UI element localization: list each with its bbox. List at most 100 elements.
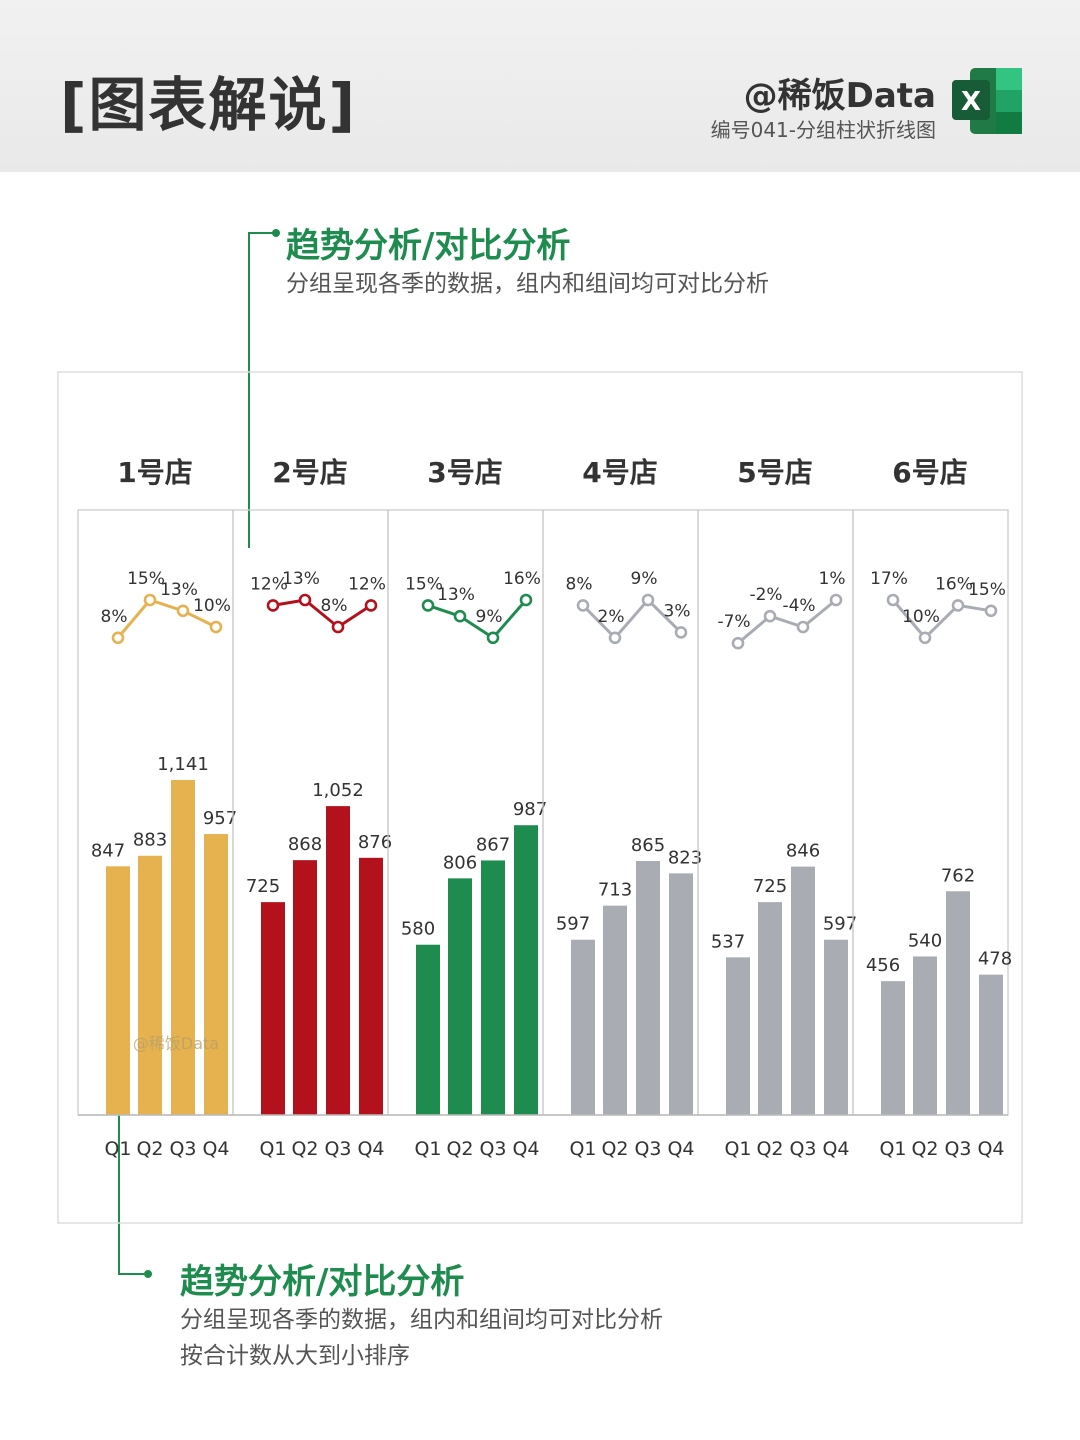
bar-label-store-3-q3: 867	[476, 834, 510, 855]
growth-label-store-1-q2: 15%	[127, 569, 165, 589]
excel-letter: X	[961, 87, 981, 117]
bottom-callout-connector	[118, 1115, 120, 1275]
x-tick-store-6-q3: Q3	[944, 1138, 971, 1160]
bar-store-1-q4	[204, 834, 228, 1115]
growth-point-store-4-q3	[641, 593, 655, 607]
x-tick-store-4-q3: Q3	[634, 1138, 661, 1160]
x-tick-store-4-q2: Q2	[601, 1138, 628, 1160]
growth-label-store-2-q3: 8%	[321, 596, 348, 616]
growth-label-store-1-q4: 10%	[193, 596, 231, 616]
growth-label-store-3-q4: 16%	[503, 569, 541, 589]
top-callout-connector	[248, 232, 250, 548]
x-tick-store-2-q3: Q3	[324, 1138, 351, 1160]
bar-store-6-q3	[946, 891, 970, 1115]
bottom-callout-line-1: 分组呈现各季的数据，组内和组间均可对比分析	[180, 1307, 663, 1333]
growth-point-store-3-q4	[519, 593, 533, 607]
x-tick-store-5-q3: Q3	[789, 1138, 816, 1160]
growth-point-store-2-q4	[364, 599, 378, 612]
top-callout-title: 趋势分析/对比分析	[286, 226, 571, 266]
bar-label-store-3-q2: 806	[443, 852, 477, 873]
x-tick-store-5-q1: Q1	[724, 1138, 751, 1160]
growth-point-store-5-q2	[763, 609, 777, 623]
bottom-callout-stub	[118, 1273, 144, 1275]
growth-point-store-3-q2	[453, 609, 467, 623]
growth-label-store-6-q4: 15%	[968, 580, 1006, 600]
top-callout-stub	[248, 232, 276, 234]
bar-label-store-3-q1: 580	[401, 919, 435, 940]
growth-label-store-4-q3: 9%	[631, 569, 658, 589]
x-tick-store-5-q2: Q2	[756, 1138, 783, 1160]
bar-label-store-1-q4: 957	[203, 808, 237, 829]
store-title-2: 2号店	[272, 456, 347, 489]
bar-store-1-q3	[171, 780, 195, 1115]
growth-point-store-1-q2	[143, 593, 157, 607]
x-tick-store-2-q1: Q1	[259, 1138, 286, 1160]
header-bar	[0, 0, 1080, 172]
watermark: @稀饭Data	[133, 1034, 219, 1053]
bottom-callout-dot	[144, 1270, 152, 1278]
growth-point-store-4-q4	[674, 626, 688, 639]
x-tick-store-6-q1: Q1	[879, 1138, 906, 1160]
bar-label-store-2-q3: 1,052	[312, 780, 364, 801]
growth-point-store-2-q3	[331, 620, 345, 634]
x-tick-store-4-q1: Q1	[569, 1138, 596, 1160]
bar-label-store-5-q3: 846	[786, 841, 820, 862]
growth-line-store-2	[272, 598, 372, 629]
store-title-6: 6号店	[892, 456, 967, 489]
brand-name: @稀饭Data	[743, 76, 936, 116]
growth-point-store-5-q4	[829, 593, 843, 607]
bar-label-store-4-q3: 865	[631, 835, 665, 856]
x-tick-store-1-q3: Q3	[169, 1138, 196, 1160]
bar-store-1-q1	[106, 866, 130, 1115]
bar-label-store-2-q1: 725	[246, 876, 280, 897]
bar-store-3-q1	[416, 944, 440, 1115]
growth-point-store-3-q1	[421, 599, 435, 612]
x-tick-store-3-q2: Q2	[446, 1138, 473, 1160]
growth-line-store-1	[116, 598, 217, 639]
growth-label-store-6-q3: 16%	[935, 574, 973, 594]
growth-label-store-4-q1: 8%	[566, 574, 593, 594]
growth-label-store-5-q3: -4%	[782, 596, 815, 616]
x-tick-store-6-q4: Q4	[977, 1138, 1004, 1160]
growth-label-store-5-q1: -7%	[717, 612, 750, 632]
bar-label-store-5-q4: 597	[823, 914, 857, 935]
top-callout-dot	[272, 229, 280, 237]
store-title-3: 3号店	[427, 456, 502, 489]
bar-label-store-1-q2: 883	[133, 830, 167, 851]
chart-frame	[57, 371, 1023, 1224]
growth-line-store-5	[737, 598, 837, 645]
x-tick-store-1-q2: Q2	[136, 1138, 163, 1160]
growth-point-store-5-q1	[731, 636, 745, 650]
bar-store-6-q1	[881, 981, 905, 1115]
growth-label-store-4-q4: 3%	[664, 601, 691, 621]
growth-point-store-6-q2	[918, 631, 932, 645]
bar-store-3-q3	[481, 860, 505, 1115]
x-tick-store-1-q1: Q1	[104, 1138, 131, 1160]
bar-label-store-2-q2: 868	[288, 834, 322, 855]
x-tick-store-4-q4: Q4	[667, 1138, 694, 1160]
x-tick-store-2-q4: Q4	[357, 1138, 384, 1160]
x-tick-store-6-q2: Q2	[911, 1138, 938, 1160]
growth-label-store-6-q1: 17%	[870, 569, 908, 589]
bar-store-5-q4	[824, 939, 848, 1115]
growth-point-store-6-q3	[951, 599, 965, 612]
growth-point-store-2-q1	[266, 599, 280, 612]
bar-store-4-q3	[636, 861, 660, 1115]
growth-label-store-2-q1: 12%	[250, 574, 288, 594]
bar-label-store-4-q2: 713	[598, 880, 632, 901]
bar-store-5-q2	[758, 902, 782, 1115]
growth-point-store-1-q3	[176, 604, 190, 618]
store-title-5: 5号店	[737, 456, 812, 489]
growth-label-store-4-q2: 2%	[598, 607, 625, 627]
bar-store-3-q4	[514, 825, 538, 1115]
bar-store-1-q2	[138, 855, 162, 1115]
excel-icon: X	[952, 68, 1022, 134]
growth-line-store-3	[427, 599, 528, 640]
bar-store-2-q3	[326, 806, 350, 1115]
brand-subtitle: 编号041-分组柱状折线图	[710, 118, 936, 142]
growth-label-store-1-q3: 13%	[160, 580, 198, 600]
x-tick-store-3-q3: Q3	[479, 1138, 506, 1160]
growth-point-store-5-q3	[796, 620, 810, 634]
growth-label-store-2-q2: 13%	[282, 569, 320, 589]
bar-label-store-6-q1: 456	[866, 955, 900, 976]
